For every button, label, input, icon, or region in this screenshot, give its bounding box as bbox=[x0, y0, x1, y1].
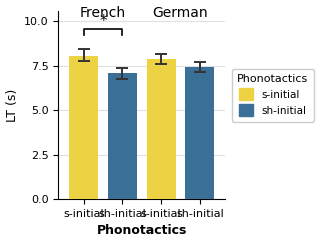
Text: French: French bbox=[80, 6, 126, 20]
Bar bbox=[185, 67, 214, 199]
Bar bbox=[147, 59, 176, 199]
Bar bbox=[69, 56, 98, 199]
Bar bbox=[108, 73, 137, 199]
Legend: s-initial, sh-initial: s-initial, sh-initial bbox=[232, 69, 314, 122]
Text: *: * bbox=[99, 14, 107, 28]
Y-axis label: LT (s): LT (s) bbox=[5, 88, 19, 122]
Text: German: German bbox=[153, 6, 208, 20]
X-axis label: Phonotactics: Phonotactics bbox=[97, 225, 187, 237]
